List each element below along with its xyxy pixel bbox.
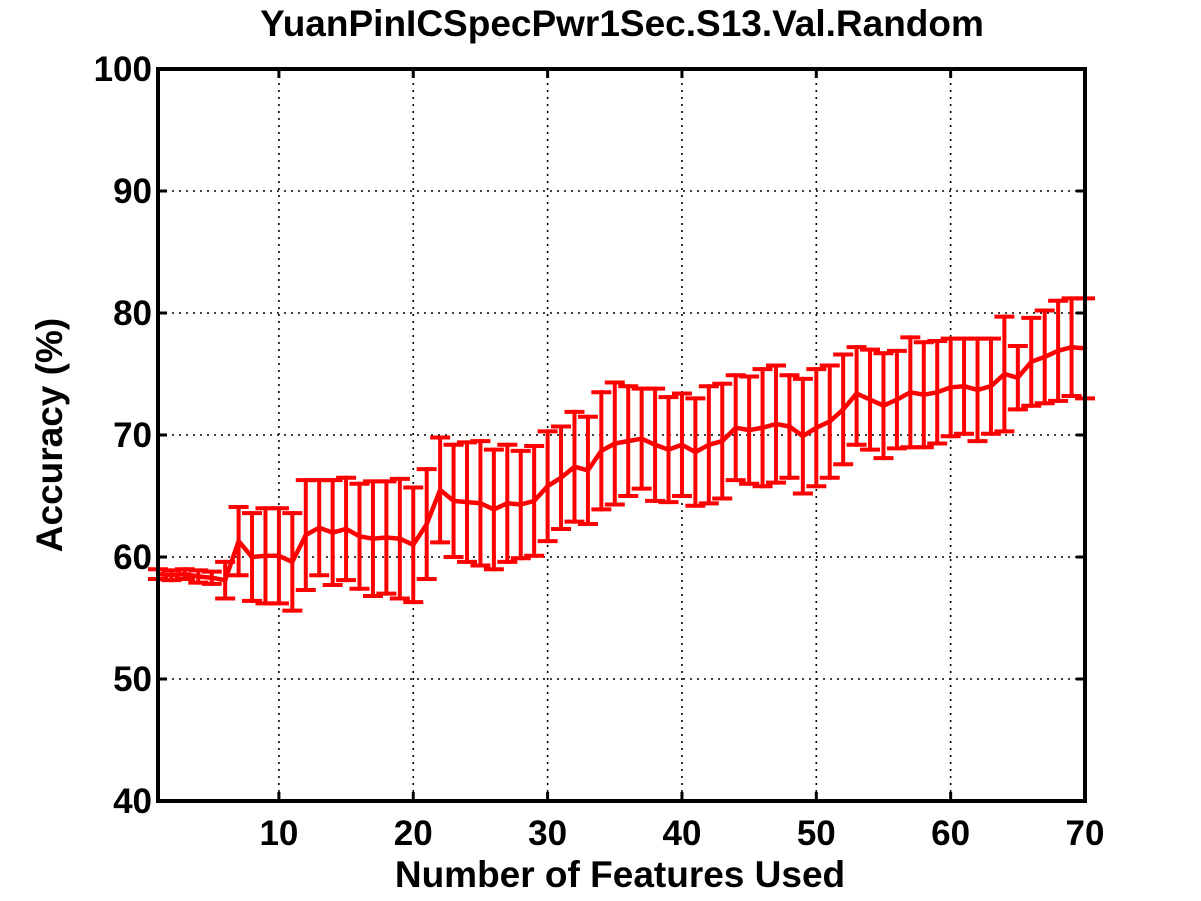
x-axis-label: Number of Features Used (395, 854, 845, 895)
x-tick-label: 70 (1066, 814, 1105, 853)
y-tick-label: 60 (113, 538, 152, 577)
y-tick-labels: 40 50 60 70 80 90 100 (94, 50, 152, 821)
y-tick-label: 50 (113, 660, 152, 699)
y-tick-label: 100 (94, 50, 152, 89)
x-tick-labels: 10 20 30 40 50 60 70 (259, 814, 1104, 853)
y-tick-label: 90 (113, 172, 152, 211)
chart-title: YuanPinICSpecPwr1Sec.S13.Val.Random (260, 3, 984, 44)
x-tick-label: 10 (259, 814, 298, 853)
x-tick-label: 30 (528, 814, 567, 853)
y-tick-label: 70 (113, 416, 152, 455)
x-tick-label: 20 (394, 814, 433, 853)
x-tick-label: 60 (931, 814, 970, 853)
tick-marks (158, 67, 1087, 803)
y-tick-label: 80 (113, 294, 152, 333)
y-tick-label: 40 (113, 782, 152, 821)
x-tick-label: 50 (797, 814, 836, 853)
series-layer (148, 296, 1095, 613)
y-axis-label: Accuracy (%) (29, 318, 70, 552)
mean-accuracy-line (155, 344, 1088, 583)
x-tick-label: 40 (662, 814, 701, 853)
